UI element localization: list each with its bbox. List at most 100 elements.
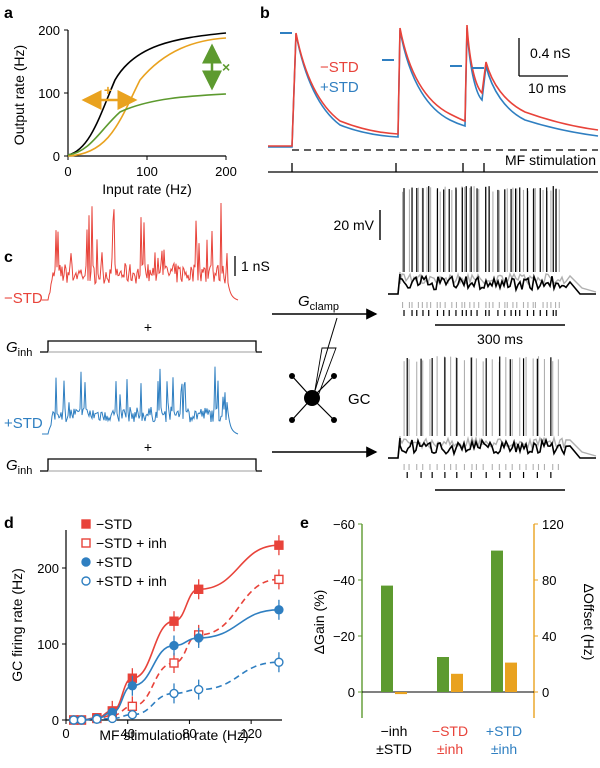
- panel-d-legend-label: +STD: [96, 554, 132, 570]
- panel-e-left-tick-label: −20: [333, 629, 355, 644]
- panel-d-xlabel: MF stimulation rate (Hz): [99, 727, 248, 743]
- panel-a-xtick: 100: [136, 164, 158, 179]
- panel-d-legend-marker: [81, 576, 91, 586]
- panel-d-point: [127, 701, 138, 712]
- panel-d-legend-marker: [81, 519, 91, 529]
- panel-d-legend-label: −STD + inh: [96, 535, 167, 551]
- panel-d-point: [193, 584, 204, 594]
- panel-d-legend-marker: [81, 557, 91, 567]
- panel-a: a 200 100 0 0 100 200 Input rate (Hz) Ou…: [4, 5, 237, 197]
- panel-e-gain-bar: [491, 550, 503, 692]
- panel-e-category-label: ±inh: [491, 741, 517, 757]
- panel-e-right-tick-label: 120: [542, 517, 564, 532]
- panel-d-ylabel: GC firing rate (Hz): [9, 568, 25, 682]
- panel-e-right-tick-label: 0: [542, 685, 549, 700]
- panel-label-e: e: [300, 515, 309, 532]
- panel-b-scale-ns: 0.4 nS: [530, 45, 570, 61]
- panel-c-scale-1ns: 1 nS: [241, 258, 270, 274]
- panel-c-pipette: [313, 347, 337, 397]
- panel-c-ginh-bottom: Ginh: [6, 457, 32, 477]
- panel-e-category-label: −STD: [432, 723, 468, 739]
- panel-e-right-tick-label: 40: [542, 629, 556, 644]
- panel-a-times-symbol: ×: [222, 59, 230, 75]
- panel-c: c −STD +STD 1 nS + + Ginh Ginh Gclamp: [4, 186, 597, 491]
- panel-b-scale-ms: 10 ms: [528, 80, 566, 96]
- panel-d-point: [169, 616, 179, 626]
- conductance-trace-plus-std: [42, 366, 239, 435]
- panel-a-ytick: 0: [53, 149, 60, 164]
- panel-b-legend-minus-std: −STD: [320, 59, 359, 76]
- panel-c-label-minus-std: −STD: [4, 290, 43, 307]
- panel-d-legend-marker: [81, 538, 91, 548]
- panel-e-category-label: −inh: [381, 723, 408, 739]
- panel-d-xtick-label: 0: [62, 726, 69, 741]
- panel-c-gc-label: GC: [348, 391, 371, 408]
- panel-d-point: [274, 605, 284, 615]
- panel-d-point: [193, 633, 204, 643]
- panel-d-point: [76, 715, 87, 725]
- panel-label-c: c: [4, 249, 13, 266]
- panel-c-ginh-step-top: [40, 340, 262, 353]
- panel-e-left-tick-label: −60: [333, 517, 355, 532]
- panel-c-plus-top: +: [144, 319, 152, 335]
- panel-c-gclamp-label: Gclamp: [298, 293, 339, 313]
- panel-d-point: [169, 658, 179, 668]
- panel-b: b −STD +STD 0.4 nS 10 ms MF stimulation: [260, 5, 599, 173]
- panel-e-chart: 0 −20 −40 −60 0 40 80 120 ΔGain (%) ΔOffset (Hz) −…: [311, 517, 597, 757]
- panel-e-left-tick-label: −40: [333, 573, 355, 588]
- conductance-trace-minus-std: [42, 202, 239, 301]
- panel-d-legend-label: +STD + inh: [96, 573, 167, 589]
- panel-d-point: [127, 709, 138, 720]
- panel-c-conductance-minus-std: [42, 202, 239, 301]
- panel-e-left-tick-label: 0: [348, 685, 355, 700]
- panel-d-point: [169, 688, 179, 699]
- panel-e-offset-bar: [451, 673, 463, 692]
- panel-d-ytick-label: 0: [52, 713, 59, 728]
- panel-c-voltage-trace-top: [388, 186, 597, 316]
- panel-c-scale-300ms: 300 ms: [477, 331, 523, 347]
- panel-b-trace-minus-std: [268, 24, 599, 147]
- panel-d-xtick-label: 40: [120, 726, 134, 741]
- panel-label-a: a: [4, 5, 13, 22]
- panel-b-stim-label: MF stimulation: [505, 152, 596, 168]
- panel-a-curve-control: [67, 32, 227, 156]
- panel-d-point: [127, 681, 138, 691]
- panel-d-point: [69, 715, 79, 725]
- panel-e-category-label: ±STD: [376, 741, 412, 757]
- panel-c-conductance-plus-std: [42, 366, 239, 435]
- panel-c-label-plus-std: +STD: [4, 415, 43, 432]
- black-subthreshold-trace: [388, 273, 596, 295]
- panel-c-voltage-trace-bottom: [388, 356, 597, 478]
- panel-d-point: [169, 640, 179, 651]
- panel-c-pipette-line: [313, 317, 338, 395]
- panel-a-xtick: 200: [215, 164, 237, 179]
- panel-a-ylabel: Output rate (Hz): [11, 45, 27, 145]
- panel-d-series-line: [73, 578, 279, 721]
- panel-a-xtick: 0: [64, 164, 71, 179]
- panel-d-point: [274, 574, 284, 585]
- black-subthreshold-trace: [388, 437, 596, 459]
- panel-d-point: [274, 657, 284, 667]
- panel-a-curve-gain: [67, 93, 227, 156]
- panel-label-d: d: [4, 515, 14, 532]
- panel-a-xlabel: Input rate (Hz): [102, 181, 191, 197]
- panel-d-ytick-label: 200: [37, 561, 59, 576]
- panel-d-xtick-label: 120: [240, 726, 262, 741]
- panel-c-plus-bottom: +: [144, 439, 152, 455]
- panel-d-ytick-label: 100: [37, 637, 59, 652]
- panel-d-point: [107, 713, 117, 724]
- panel-a-ytick: 100: [38, 86, 60, 101]
- panel-d-legend-label: −STD: [96, 516, 132, 532]
- panel-c-scale-20mv: 20 mV: [334, 217, 375, 233]
- panel-e-gain-bar: [381, 585, 393, 692]
- panel-c-gc-neuron: [289, 373, 337, 423]
- panel-c-ginh-step-bottom: [40, 458, 262, 472]
- panel-c-ginh-top: Ginh: [6, 339, 32, 359]
- panel-e-right-ylabel: ΔOffset (Hz): [581, 584, 597, 661]
- panel-e-left-ylabel: ΔGain (%): [311, 590, 327, 655]
- panel-d-point: [193, 684, 204, 695]
- panel-e-category-label: ±inh: [437, 741, 463, 757]
